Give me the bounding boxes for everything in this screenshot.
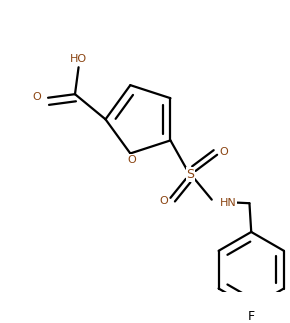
Text: HN: HN <box>220 198 237 208</box>
Text: O: O <box>33 92 41 102</box>
Text: O: O <box>160 196 168 206</box>
Text: HO: HO <box>70 54 87 64</box>
Text: O: O <box>128 155 137 165</box>
Text: S: S <box>186 168 194 181</box>
Text: F: F <box>248 310 255 323</box>
Text: O: O <box>219 147 228 157</box>
